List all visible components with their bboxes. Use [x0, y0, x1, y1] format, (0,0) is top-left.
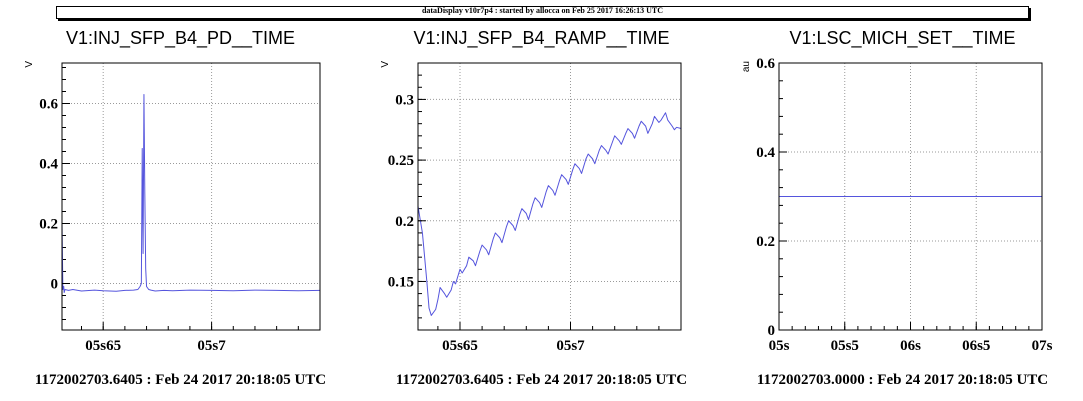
y-tick-label: 0.6 [756, 56, 775, 72]
y-tick-label: 0.4 [39, 157, 58, 173]
chart-title: V1:LSC_MICH_SET__TIME [789, 28, 1016, 48]
x-tick-label: 05s65 [442, 338, 478, 354]
plot-area: 05s65 05s7 0.15 0.2 0.25 0.3 V [380, 61, 682, 354]
chart-panel-mich: V1:LSC_MICH_SET__TIME 05s 05s5 06s 06s5 07s 0… [722, 0, 1083, 401]
y-tick-label: 0 [768, 323, 776, 339]
y-tick-label: 0.6 [39, 97, 58, 113]
plot-area: 05s 05s5 06s 06s5 07s 0 0.2 0.4 0.6 au [741, 56, 1053, 354]
chart-title: V1:INJ_SFP_B4_RAMP__TIME [413, 28, 670, 48]
x-tick-label: 05s [769, 338, 790, 354]
x-tick-label: 05s5 [831, 338, 859, 354]
y-tick-label: 0.2 [39, 217, 58, 233]
chart-panel-pd: V1:INJ_SFP_B4_PD__TIME 05s65 05s7 0 0.2 0.4 0… [0, 0, 361, 401]
y-tick-label: 0.15 [388, 274, 414, 290]
plot-frame [61, 62, 321, 331]
x-tick-label: 05s7 [556, 338, 585, 354]
time-footer: 1172002703.6405 : Feb 24 2017 20:18:05 U… [395, 372, 688, 388]
x-tick-label: 06s [900, 338, 921, 354]
data-series-line-0 [417, 112, 682, 316]
x-tick-label: 05s7 [197, 338, 226, 354]
y-tick-label: 0 [51, 277, 59, 293]
plot-area: 05s65 05s7 0 0.2 0.4 0.6 V [24, 61, 321, 354]
y-axis-unit-label: V [380, 61, 391, 68]
chart-title: V1:INJ_SFP_B4_PD__TIME [65, 28, 296, 48]
data-series-line-0 [61, 94, 321, 293]
time-footer: 1172002703.6405 : Feb 24 2017 20:18:05 U… [34, 372, 327, 388]
x-tick-label: 07s [1032, 338, 1053, 354]
y-axis-unit-label: au [741, 61, 752, 72]
x-tick-label: 05s65 [85, 338, 121, 354]
x-tick-label: 06s5 [962, 338, 990, 354]
y-tick-label: 0.4 [756, 145, 775, 161]
header-banner: dataDisplay v10r7p4 : started by allocca… [56, 6, 1029, 19]
header-text: dataDisplay v10r7p4 : started by allocca… [421, 6, 664, 15]
y-axis-unit-label: V [24, 61, 35, 68]
y-tick-label: 0.2 [395, 214, 414, 230]
y-tick-label: 0.3 [395, 92, 414, 108]
chart-panel-ramp: V1:INJ_SFP_B4_RAMP__TIME 05s65 05s7 0.15 0.… [361, 0, 722, 401]
time-footer: 1172002703.0000 : Feb 24 2017 20:18:05 U… [756, 372, 1049, 388]
y-tick-label: 0.2 [756, 234, 775, 250]
plot-frame [417, 62, 682, 331]
y-tick-label: 0.25 [388, 153, 414, 169]
